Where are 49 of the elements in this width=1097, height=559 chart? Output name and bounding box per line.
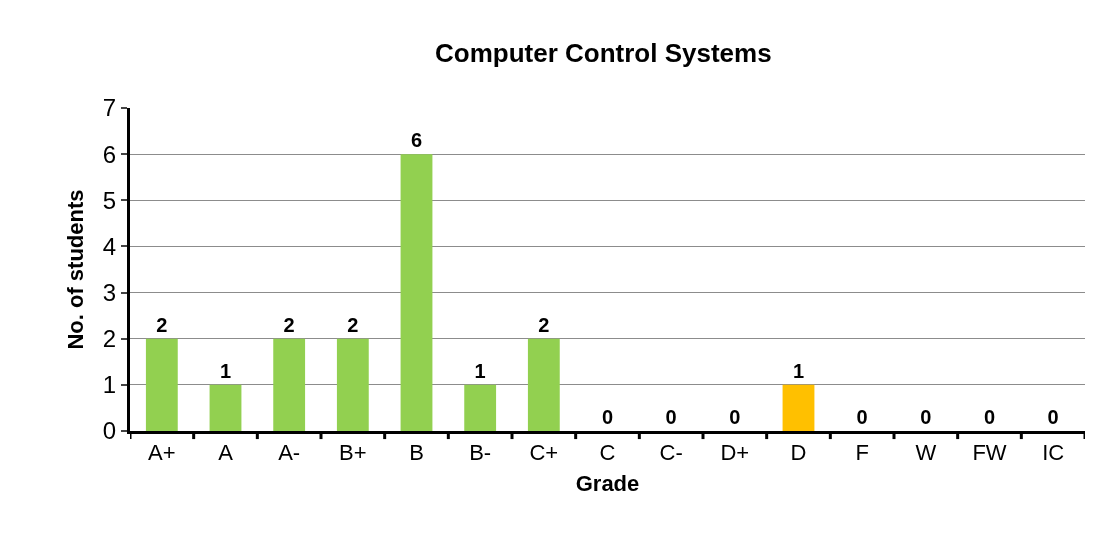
bar	[336, 338, 369, 431]
x-tick-label: A	[218, 440, 234, 466]
x-tick-label: B	[409, 440, 424, 466]
x-tick-label: C+	[529, 440, 559, 466]
y-tick-label: 2	[102, 325, 117, 353]
data-label: 0	[983, 406, 996, 428]
y-tick-label: 4	[102, 232, 117, 260]
y-tick-label: 0	[102, 417, 117, 445]
x-tick-label: A-	[278, 440, 301, 466]
data-label: 2	[283, 313, 295, 336]
data-label: 1	[474, 359, 486, 382]
x-tick-label: FW	[972, 440, 1007, 466]
data-label: 0	[856, 406, 868, 428]
bar	[145, 338, 178, 431]
x-tick-label: D+	[720, 440, 750, 466]
x-tick-label: C	[599, 440, 616, 466]
bar	[273, 338, 306, 431]
x-tick-label: B-	[469, 440, 492, 466]
data-label: 2	[156, 313, 168, 336]
x-tick-label: B+	[339, 440, 367, 466]
x-tick-label: D	[790, 440, 807, 466]
y-tick-label: 1	[102, 371, 117, 399]
data-label: 1	[792, 359, 805, 382]
bar	[464, 384, 497, 431]
x-tick-label: C-	[659, 440, 683, 466]
y-tick-label: 7	[102, 94, 117, 122]
chart-title: Computer Control Systems	[435, 38, 772, 69]
data-label: 0	[601, 406, 614, 428]
data-label: 0	[665, 406, 677, 428]
bar	[527, 338, 560, 431]
data-label: 2	[538, 313, 550, 336]
x-axis-title: Grade	[575, 471, 640, 497]
y-axis-title: No. of students	[62, 189, 88, 350]
x-tick-label: W	[915, 440, 937, 466]
data-label: 0	[920, 406, 932, 428]
x-tick-label: F	[855, 440, 869, 466]
bar	[400, 154, 433, 431]
bar	[209, 384, 242, 431]
data-label: 0	[1047, 406, 1059, 428]
bar	[782, 384, 815, 431]
data-label: 1	[219, 359, 232, 382]
x-tick-label: A+	[148, 440, 176, 466]
data-label: 2	[347, 313, 359, 336]
y-tick-label: 5	[102, 186, 117, 214]
data-label: 6	[410, 129, 423, 152]
y-tick-label: 6	[102, 140, 117, 168]
y-tick-label: 3	[102, 278, 117, 306]
data-label: 0	[729, 406, 741, 428]
x-tick-label: IC	[1042, 440, 1065, 466]
